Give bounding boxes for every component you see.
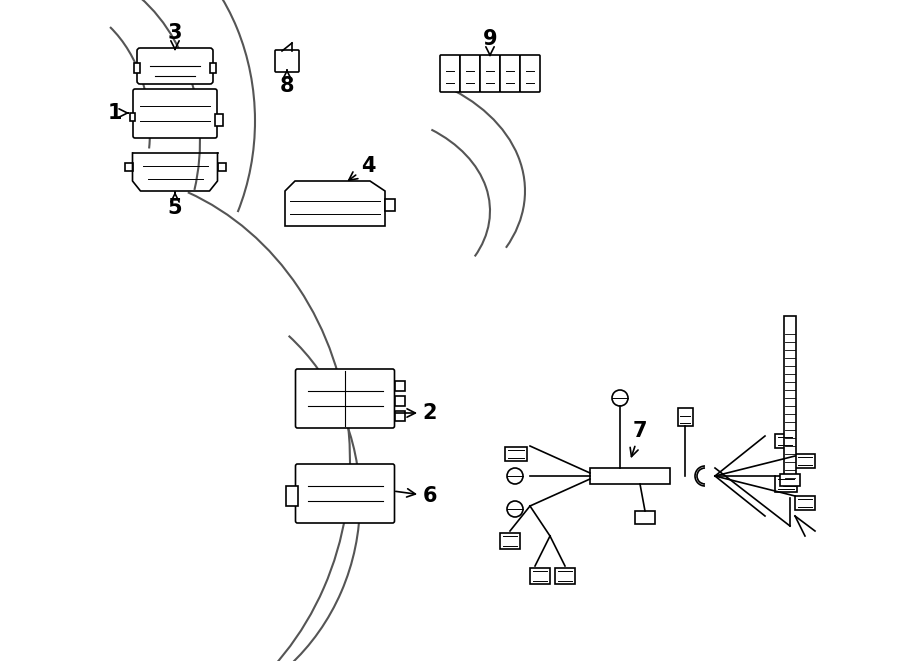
FancyBboxPatch shape	[295, 369, 394, 428]
FancyBboxPatch shape	[440, 55, 460, 92]
Text: 6: 6	[396, 486, 437, 506]
FancyBboxPatch shape	[480, 55, 500, 92]
Bar	[775, 476, 797, 492]
FancyBboxPatch shape	[137, 48, 213, 84]
FancyBboxPatch shape	[275, 50, 299, 72]
Bar	[530, 568, 550, 584]
Polygon shape	[285, 181, 385, 226]
Text: 4: 4	[348, 156, 375, 180]
Bar	[590, 468, 670, 484]
Text: 5: 5	[167, 192, 183, 218]
Bar	[635, 511, 655, 524]
Bar	[780, 474, 800, 486]
Bar	[285, 486, 298, 506]
Bar	[555, 568, 575, 584]
Bar	[385, 199, 395, 211]
FancyBboxPatch shape	[460, 55, 480, 92]
FancyBboxPatch shape	[500, 55, 520, 92]
Bar	[784, 316, 796, 486]
Text: 9: 9	[482, 29, 498, 56]
Text: 3: 3	[167, 23, 182, 50]
FancyBboxPatch shape	[295, 464, 394, 523]
Bar	[124, 163, 132, 171]
Bar	[394, 411, 404, 421]
Bar	[210, 63, 216, 73]
FancyBboxPatch shape	[520, 55, 540, 92]
Bar	[394, 396, 404, 406]
Bar	[134, 63, 140, 73]
Bar	[215, 114, 223, 126]
Bar	[795, 496, 815, 510]
Bar	[500, 533, 520, 549]
Text: 7: 7	[630, 421, 647, 457]
Bar	[505, 447, 527, 461]
Bar	[775, 434, 795, 448]
Bar	[678, 408, 693, 426]
FancyBboxPatch shape	[133, 89, 217, 138]
Text: 1: 1	[108, 103, 128, 123]
Bar	[795, 454, 815, 468]
Bar	[218, 163, 226, 171]
Bar	[394, 381, 404, 391]
Text: 2: 2	[396, 403, 437, 423]
Bar	[130, 113, 135, 121]
Text: 8: 8	[280, 70, 294, 96]
